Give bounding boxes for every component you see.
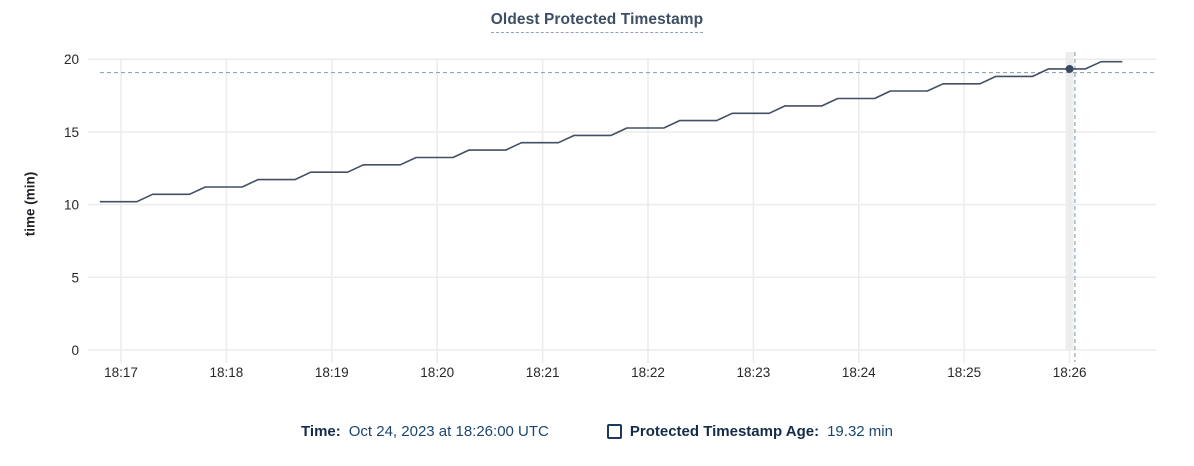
y-tick-label: 15 — [64, 125, 79, 140]
chart-title-row: Oldest Protected Timestamp — [0, 11, 1194, 33]
x-tick-label: 18:18 — [210, 365, 244, 380]
series-line — [99, 60, 1123, 203]
y-tick-label: 0 — [71, 343, 79, 358]
y-tick-label: 5 — [71, 270, 79, 285]
legend-series-value: 19.32 min — [827, 423, 893, 440]
chart-legend: Time: Oct 24, 2023 at 18:26:00 UTC Prote… — [0, 423, 1194, 440]
x-tick-label: 18:20 — [420, 365, 454, 380]
chart-title[interactable]: Oldest Protected Timestamp — [490, 11, 704, 33]
x-tick-label: 18:25 — [947, 365, 981, 380]
y-tick-label: 10 — [64, 198, 79, 213]
x-tick-label: 18:26 — [1053, 365, 1087, 380]
series-checkbox[interactable] — [606, 424, 622, 439]
x-tick-label: 18:22 — [631, 365, 665, 380]
legend-time: Time: Oct 24, 2023 at 18:26:00 UTC — [301, 423, 549, 440]
x-tick-label: 18:24 — [842, 365, 876, 380]
legend-time-label: Time: — [301, 423, 341, 440]
chart-plot-area[interactable]: 0 5 10 15 20 18:17 18:18 18:19 18:20 18:21 18:22 18… — [0, 0, 1194, 410]
legend-series-toggle[interactable]: Protected Timestamp Age: 19.32 min — [606, 423, 893, 440]
legend-time-value: Oct 24, 2023 at 18:26:00 UTC — [348, 423, 549, 440]
x-tick-label: 18:19 — [315, 365, 349, 380]
x-tick-label: 18:23 — [737, 365, 771, 380]
x-tick-label: 18:21 — [526, 365, 560, 380]
legend-series-label: Protected Timestamp Age: — [629, 423, 820, 440]
y-tick-label: 20 — [64, 52, 79, 67]
hover-point-dot — [1065, 64, 1074, 73]
x-tick-label: 18:17 — [104, 365, 138, 380]
hover-column-highlight — [1065, 52, 1074, 350]
